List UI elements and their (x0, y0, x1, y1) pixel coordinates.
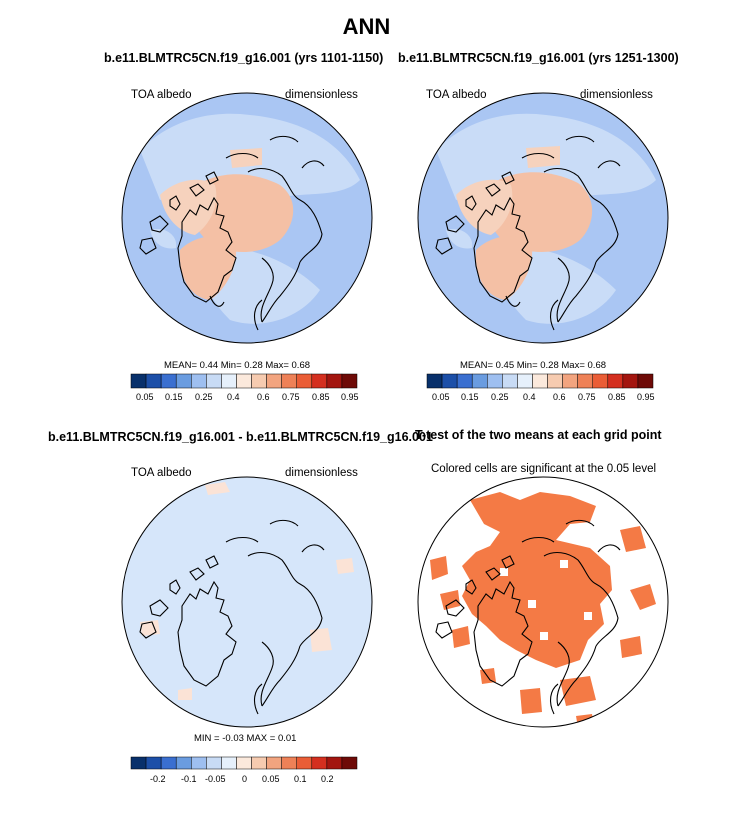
cb3-tick: 0.1 (294, 774, 307, 784)
cb1-tick: 0.85 (312, 392, 330, 402)
cb1-tick: 0.15 (165, 392, 183, 402)
panel-1-variable-label: TOA albedo (131, 89, 192, 101)
cb1-tick: 0.95 (341, 392, 359, 402)
map-1-coastlines (139, 135, 325, 331)
panel-2-title: b.e11.BLMTRC5CN.f19_g16.001 (yrs 1251-13… (398, 51, 679, 65)
colorbar-2-swatch (592, 373, 609, 389)
panel-3-title: b.e11.BLMTRC5CN.f19_g16.001 - b.e11.BLMT… (48, 430, 433, 444)
map-2 (418, 93, 668, 343)
map-2-coastlines (435, 135, 621, 331)
colorbar-1-swatch (175, 373, 192, 389)
map-4-coastlines (435, 519, 621, 715)
colorbar-3-swatch (221, 756, 237, 770)
colorbar-3-swatch (281, 756, 297, 770)
colorbar-2-swatch (637, 373, 654, 389)
map-3-boundary (121, 476, 373, 728)
colorbar-2-swatch (441, 373, 458, 389)
map-4-boundary (417, 476, 669, 728)
map-1-boundary (121, 92, 373, 344)
panel-3-stats: MIN = -0.03 MAX = 0.01 (194, 733, 297, 744)
cb1-tick: 0.6 (257, 392, 270, 402)
colorbar-3 (130, 756, 358, 770)
panel-4-title: T-test of the two means at each grid poi… (415, 428, 662, 442)
cb3-tick: 0 (242, 774, 248, 784)
panel-2-units-label: dimensionless (580, 89, 653, 101)
colorbar-2-swatch (532, 373, 548, 389)
colorbar-1-swatch (266, 373, 282, 389)
panel-4-subtitle: Colored cells are significant at the 0.0… (431, 463, 657, 475)
colorbar-1-swatch (160, 373, 177, 389)
colorbar-1-swatch (145, 373, 162, 389)
panel-1-units-label: dimensionless (285, 89, 358, 101)
colorbar-3-swatch (296, 756, 313, 770)
colorbar-2-swatch (622, 373, 639, 389)
colorbar-1-swatch (191, 373, 207, 389)
panel-3-variable-label: TOA albedo (131, 467, 192, 479)
colorbar-1-swatch (221, 373, 237, 389)
colorbar-1 (130, 373, 358, 389)
colorbar-3-swatch (341, 756, 358, 770)
colorbar-3-swatch (130, 756, 147, 770)
cb2-tick: 0.4 (523, 392, 536, 402)
main-title: ANN (342, 14, 391, 39)
colorbar-3-swatch (160, 756, 177, 770)
map-2-boundary (417, 92, 669, 344)
cb3-tick: -0.2 (150, 774, 166, 784)
cb3-tick: -0.05 (205, 774, 226, 784)
cb3-tick: 0.2 (321, 774, 334, 784)
cb2-tick: 0.25 (491, 392, 509, 402)
colorbar-2-swatch (502, 373, 518, 389)
cb3-tick: 0.05 (262, 774, 280, 784)
colorbar-3-swatch (191, 756, 207, 770)
cb2-tick: 0.15 (461, 392, 479, 402)
colorbar-2-swatch (426, 373, 443, 389)
cb1-tick: 0.05 (136, 392, 154, 402)
colorbar-3-swatch (326, 756, 343, 770)
cb2-tick: 0.95 (637, 392, 655, 402)
colorbar-1-swatch (206, 373, 222, 389)
colorbar-2-swatch (487, 373, 503, 389)
colorbar-1-swatch (311, 373, 328, 389)
cb2-tick: 0.6 (553, 392, 566, 402)
cb1-tick: 0.25 (195, 392, 213, 402)
cb2-tick: 0.75 (578, 392, 596, 402)
panel-2-stats: MEAN= 0.45 Min= 0.28 Max= 0.68 (460, 360, 607, 371)
colorbar-2-swatch (547, 373, 563, 389)
colorbar-3-swatch (311, 756, 328, 770)
panel-2-variable-label: TOA albedo (426, 89, 487, 101)
colorbar-1-swatch (296, 373, 313, 389)
cb1-tick: 0.75 (282, 392, 300, 402)
colorbar-3-swatch (145, 756, 162, 770)
panel-3-units-label: dimensionless (285, 467, 358, 479)
map-3 (122, 477, 372, 727)
colorbar-2-swatch (471, 373, 488, 389)
colorbar-3-swatch (175, 756, 192, 770)
colorbar-2-swatch (456, 373, 473, 389)
colorbar-2-swatch (577, 373, 593, 389)
colorbar-2-swatch (607, 373, 624, 389)
cb2-tick: 0.85 (608, 392, 626, 402)
colorbar-1-swatch (130, 373, 147, 389)
cb1-tick: 0.4 (227, 392, 240, 402)
cb3-tick: -0.1 (181, 774, 197, 784)
colorbar-2-swatch (517, 373, 533, 389)
map-4 (418, 477, 668, 727)
panel-1-stats: MEAN= 0.44 Min= 0.28 Max= 0.68 (164, 360, 311, 371)
colorbar-2-swatch (562, 373, 578, 389)
colorbar-1-swatch (281, 373, 297, 389)
colorbar-3-swatch (251, 756, 267, 770)
colorbar-1-swatch (326, 373, 343, 389)
panel-1-title: b.e11.BLMTRC5CN.f19_g16.001 (yrs 1101-11… (104, 51, 384, 65)
colorbar-1-swatch (236, 373, 252, 389)
colorbar-2 (426, 373, 654, 389)
colorbar-1-swatch (251, 373, 267, 389)
map-1 (122, 93, 372, 343)
colorbar-3-swatch (236, 756, 252, 770)
cb2-tick: 0.05 (432, 392, 450, 402)
map-3-coastlines (139, 519, 325, 715)
colorbar-1-swatch (341, 373, 358, 389)
colorbar-3-swatch (266, 756, 282, 770)
colorbar-3-swatch (206, 756, 222, 770)
